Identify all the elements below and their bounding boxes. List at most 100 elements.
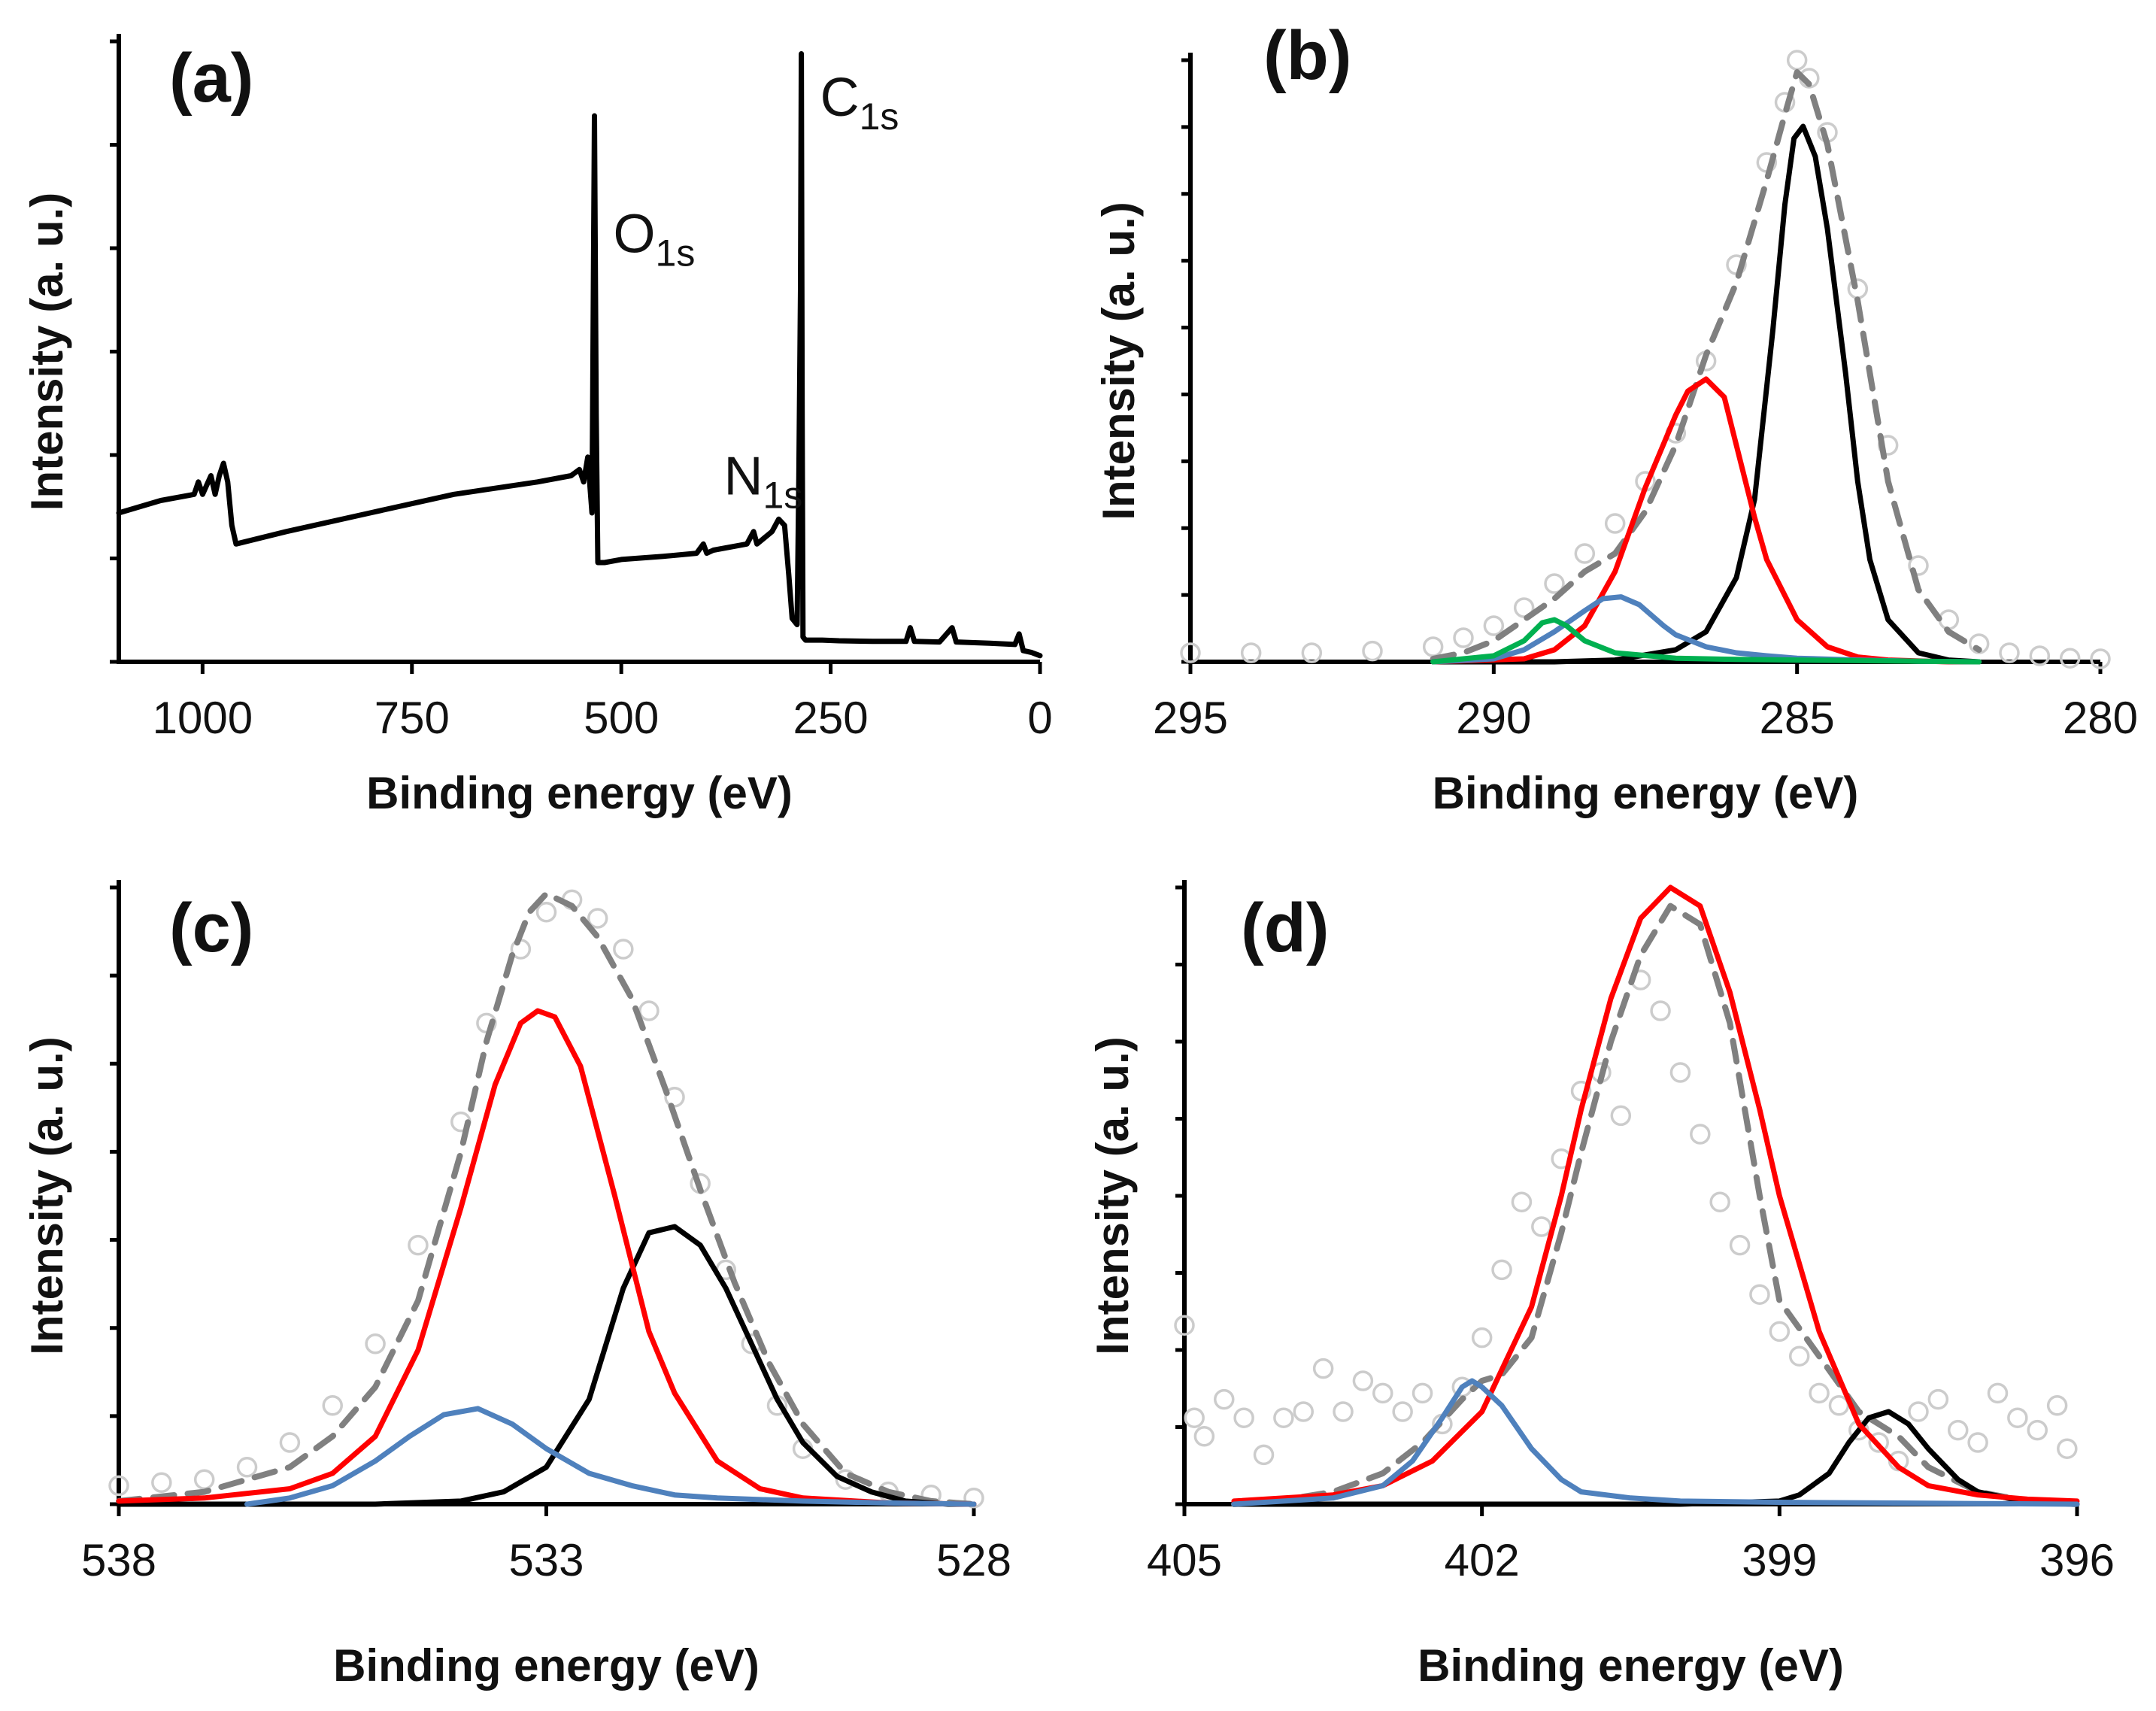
data-point (365, 1333, 386, 1355)
data-point (1483, 615, 1505, 636)
peak-label-subscript: 1s (763, 474, 803, 516)
data-point (1769, 1321, 1791, 1342)
x-tick-label: 250 (793, 693, 869, 743)
x-tick-label: 1000 (153, 693, 253, 743)
data-point (1786, 50, 1808, 71)
peak-label: N1s (724, 446, 803, 516)
data-point (2007, 1407, 2028, 1428)
data-point (1610, 1105, 1632, 1127)
series-line-component-2 (116, 1008, 977, 1507)
data-point (1273, 1407, 1294, 1428)
data-point (1214, 1388, 1235, 1410)
panel-label: (a) (169, 40, 253, 117)
series-line-component-4 (1430, 617, 1982, 665)
data-point (1788, 1345, 1810, 1367)
data-point (1180, 642, 1201, 663)
data-point (1729, 1234, 1751, 1256)
data-point (1240, 642, 1262, 663)
x-axis-title: Binding energy (eV) (1433, 768, 1859, 818)
data-point (1372, 1382, 1393, 1404)
data-point (1669, 1062, 1691, 1083)
data-point (638, 1000, 660, 1021)
data-point (1947, 1419, 1969, 1441)
experimental-points (108, 889, 984, 1509)
x-axis-title: Binding energy (eV) (1418, 1640, 1844, 1691)
x-tick-label: 285 (1760, 693, 1835, 743)
x-axis-title: Binding energy (eV) (366, 768, 793, 818)
data-point (1253, 1444, 1275, 1466)
experimental-points (1174, 969, 2078, 1472)
data-point (1967, 1432, 1988, 1453)
data-point (2027, 1419, 2048, 1441)
data-point (1471, 1327, 1493, 1348)
series-line-envelope (1430, 69, 1982, 662)
x-tick-label: 0 (1027, 693, 1052, 743)
data-point (1709, 1191, 1730, 1212)
series-line-survey (116, 51, 1043, 659)
x-tick-label: 500 (584, 693, 659, 743)
x-tick-label: 402 (1445, 1535, 1520, 1585)
peak-label: O1s (614, 205, 696, 275)
data-point (2090, 648, 2111, 669)
x-tick-label: 280 (2063, 693, 2138, 743)
data-point (1333, 1401, 1354, 1422)
data-point (613, 939, 634, 960)
data-point (322, 1395, 343, 1416)
x-tick-label: 405 (1147, 1535, 1222, 1585)
data-point (2046, 1395, 2068, 1416)
x-tick-label: 528 (936, 1535, 1011, 1585)
data-point (1999, 642, 2020, 663)
data-point (108, 1475, 129, 1497)
data-point (963, 1488, 984, 1509)
series-line-component-2 (1231, 884, 2080, 1504)
data-point (1531, 1216, 1552, 1237)
data-point (408, 1234, 429, 1256)
data-point (1908, 1401, 1929, 1422)
y-axis-title: Intensity (a. u.) (22, 193, 72, 511)
panel-d: 405 402 399 396 Binding energy (eV) Intensity… (1087, 880, 2115, 1691)
data-point (279, 1432, 301, 1453)
x-tick-label: 538 (81, 1535, 156, 1585)
y-axis-title: Intensity (a. u.) (1087, 1036, 1138, 1355)
panel-a: 1000 750 500 250 0 Binding energy (eV) Intensi… (22, 34, 1053, 818)
data-point (1453, 627, 1474, 648)
data-point (1690, 1124, 1711, 1145)
x-tick-label: 290 (1456, 693, 1531, 743)
data-point (1184, 1407, 1205, 1428)
x-tick-label: 295 (1153, 693, 1228, 743)
panel-label: (b) (1263, 17, 1351, 94)
data-point (1749, 1284, 1770, 1305)
y-axis-title: Intensity (a. u.) (22, 1036, 72, 1355)
data-point (1491, 1259, 1512, 1281)
data-point (1650, 1000, 1671, 1021)
series-line-component-1 (1430, 123, 1982, 665)
data-point (1604, 513, 1626, 534)
series-line-component-3 (244, 1406, 977, 1507)
peak-label-subscript: 1s (860, 96, 899, 138)
data-point (236, 1457, 258, 1478)
data-point (1193, 1426, 1215, 1447)
x-tick-label: 533 (508, 1535, 584, 1585)
data-point (1233, 1407, 1254, 1428)
data-point (1422, 636, 1444, 657)
data-point (1312, 1358, 1334, 1379)
data-point (587, 908, 608, 929)
panel-c: 538 533 528 Binding energy (eV) Intensity (a… (22, 880, 1011, 1691)
data-point (1868, 1432, 1889, 1453)
data-point (1362, 640, 1383, 662)
x-axis-title: Binding energy (eV) (333, 1640, 760, 1691)
panel-b: 295 290 285 280 Binding energy (eV) Intensity… (1093, 17, 2138, 818)
series-line-component-1 (116, 1224, 977, 1507)
data-point (1511, 1191, 1533, 1212)
data-point (1809, 1382, 1830, 1404)
peak-label: C1s (820, 68, 899, 138)
data-point (1938, 609, 1960, 630)
panel-label: (c) (169, 890, 253, 966)
data-point (1412, 1382, 1433, 1404)
x-tick-label: 750 (374, 693, 450, 743)
data-point (2029, 645, 2051, 666)
data-point (1174, 1315, 1195, 1336)
data-point (1293, 1401, 1315, 1422)
y-axis-title: Intensity (a. u.) (1093, 202, 1144, 520)
